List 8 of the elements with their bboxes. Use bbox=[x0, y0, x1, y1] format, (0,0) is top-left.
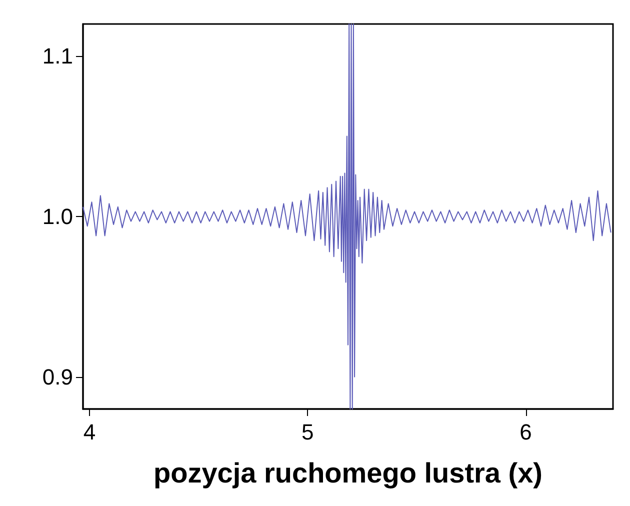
x-tick-label: 5 bbox=[302, 420, 314, 444]
x-tick-label: 6 bbox=[520, 420, 532, 444]
x-tick-label: 4 bbox=[83, 420, 96, 444]
line-series bbox=[82, 24, 612, 410]
y-tick-label: 0.9 bbox=[42, 364, 73, 390]
y-tick-label: 1.1 bbox=[42, 44, 73, 69]
x-axis-title: pozycja ruchomego lustra (x) bbox=[154, 458, 542, 488]
y-tick-label: 1.0 bbox=[42, 204, 73, 229]
